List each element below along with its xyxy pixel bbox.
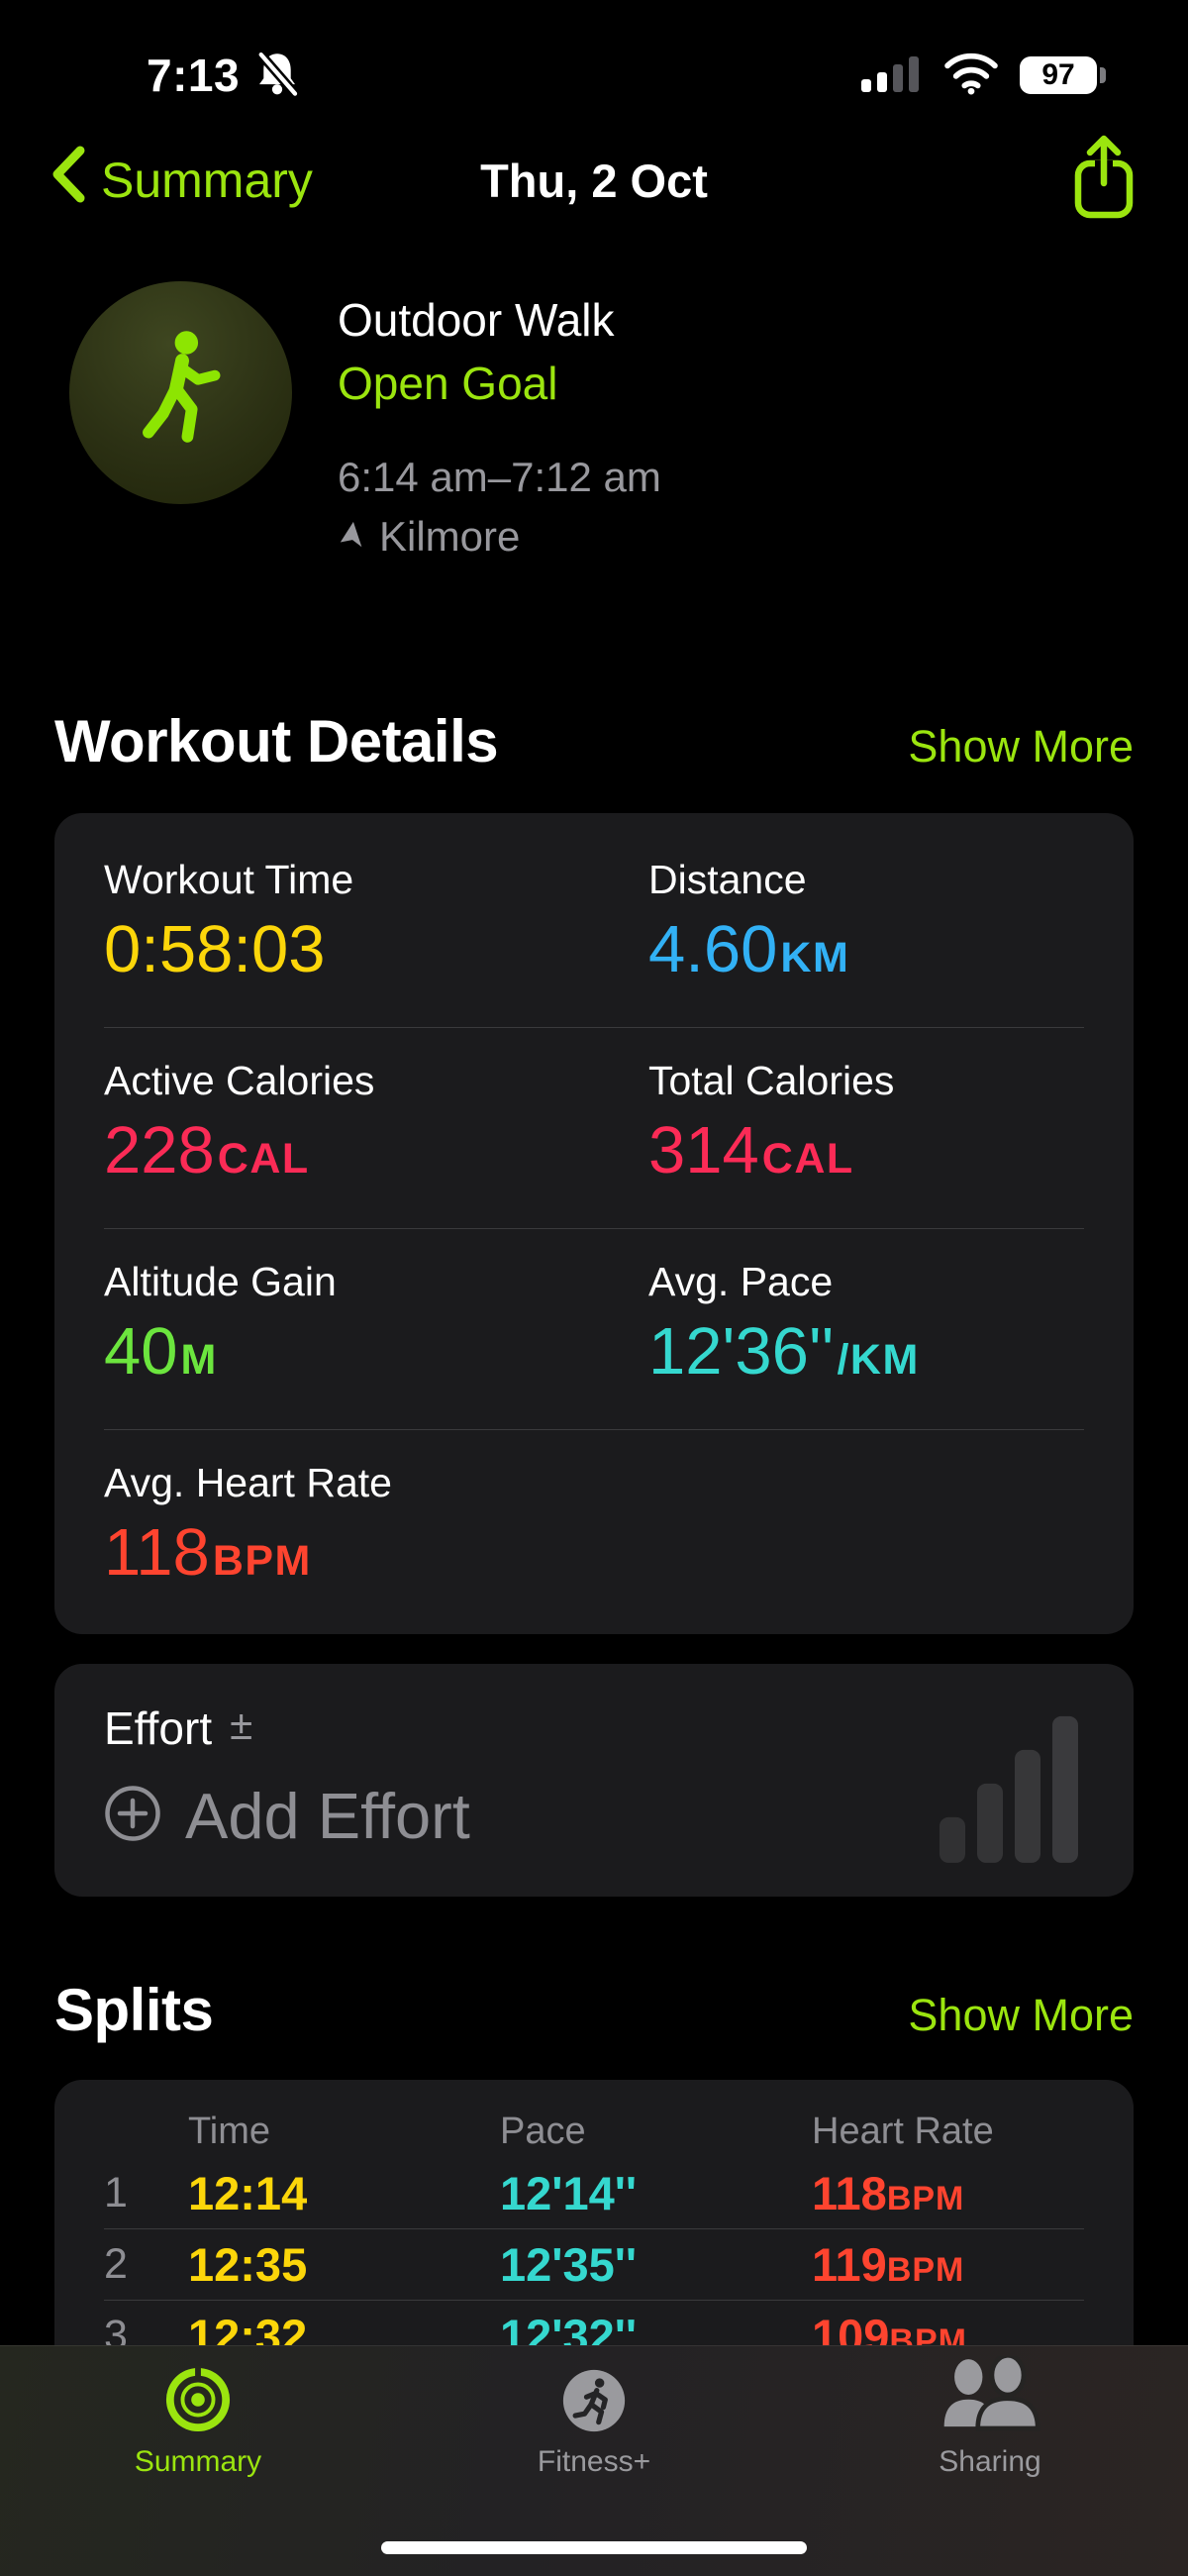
cellular-signal-icon	[861, 53, 923, 98]
location-arrow-icon	[338, 513, 367, 561]
runner-circle-icon	[561, 2364, 627, 2433]
battery-percent: 97	[1041, 58, 1075, 91]
workout-activity: Outdoor Walk	[338, 294, 615, 346]
stat-workout-time: Workout Time 0:58:03	[104, 857, 354, 986]
chevron-left-icon	[51, 146, 85, 215]
bell-slash-icon	[253, 50, 301, 102]
two-people-icon	[939, 2356, 1041, 2433]
stat-avg-heart-rate: Avg. Heart Rate 118BPM	[104, 1460, 392, 1590]
wifi-icon	[942, 52, 1000, 100]
stat-distance: Distance 4.60KM	[648, 857, 850, 986]
stat-avg-pace: Avg. Pace 12'36''/KM	[648, 1259, 920, 1389]
workout-header-text: Outdoor Walk Open Goal 6:14 am–7:12 am K…	[338, 281, 661, 561]
tab-bar: Summary Fitness+	[0, 2345, 1188, 2576]
tab-fitness-plus-label: Fitness+	[537, 2445, 651, 2478]
page-title: Thu, 2 Oct	[480, 154, 708, 207]
splits-show-more[interactable]: Show More	[908, 1990, 1134, 2040]
back-button[interactable]: Summary	[51, 146, 313, 215]
plus-circle-icon	[104, 1785, 161, 1847]
plus-minus-icon: ±	[230, 1701, 253, 1748]
effort-card: Effort ± Add Effort	[54, 1664, 1134, 1897]
split-row: 1 12:14 12'14'' 118BPM	[104, 2166, 965, 2219]
stat-altitude-gain: Altitude Gain 40M	[104, 1259, 337, 1389]
add-effort-button[interactable]: Add Effort	[104, 1779, 1084, 1853]
battery-nub	[1100, 67, 1106, 83]
location-label: Kilmore	[379, 513, 521, 560]
stat-total-calories: Total Calories 314CAL	[648, 1058, 895, 1187]
tab-summary[interactable]: Summary	[0, 2364, 396, 2479]
home-indicator[interactable]	[381, 2541, 807, 2554]
tab-fitness-plus[interactable]: Fitness+	[396, 2364, 792, 2479]
add-effort-label: Add Effort	[185, 1780, 470, 1852]
splits-header-row: Time Pace Heart Rate	[104, 2106, 1084, 2157]
workout-avatar	[69, 281, 292, 504]
workout-details-card: Workout Time 0:58:03 Distance 4.60KM Act…	[54, 813, 1134, 1634]
nav-bar: Summary Thu, 2 Oct	[0, 125, 1188, 236]
col-time: Time	[188, 2110, 271, 2152]
split-row: 2 12:35 12'35'' 119BPM	[104, 2228, 1084, 2300]
col-pace: Pace	[500, 2110, 586, 2152]
col-heart-rate: Heart Rate	[812, 2110, 994, 2152]
status-bar: 7:13	[0, 0, 1188, 111]
effort-bars-icon	[940, 1715, 1078, 1863]
workout-location: Kilmore	[338, 513, 661, 561]
tab-sharing[interactable]: Sharing	[792, 2356, 1188, 2479]
splits-title: Splits	[54, 1977, 214, 2043]
workout-time-range: 6:14 am–7:12 am	[338, 454, 661, 500]
workout-header: Outdoor Walk Open Goal 6:14 am–7:12 am K…	[0, 281, 1188, 561]
status-time: 7:13	[147, 50, 241, 101]
workout-details-section: Workout Details Show More Workout Time 0…	[0, 707, 1188, 2490]
back-label: Summary	[101, 153, 313, 208]
stat-active-calories: Active Calories 228CAL	[104, 1058, 375, 1187]
tab-summary-label: Summary	[134, 2445, 262, 2478]
effort-title: Effort	[104, 1702, 213, 1754]
workout-details-title: Workout Details	[54, 708, 499, 774]
workout-details-show-more[interactable]: Show More	[908, 721, 1134, 772]
battery-icon: 97	[1020, 56, 1106, 94]
walking-person-icon	[123, 327, 240, 459]
workout-goal: Open Goal	[338, 358, 558, 409]
share-button[interactable]	[1071, 134, 1137, 228]
activity-rings-icon	[164, 2364, 232, 2433]
tab-sharing-label: Sharing	[939, 2445, 1041, 2478]
